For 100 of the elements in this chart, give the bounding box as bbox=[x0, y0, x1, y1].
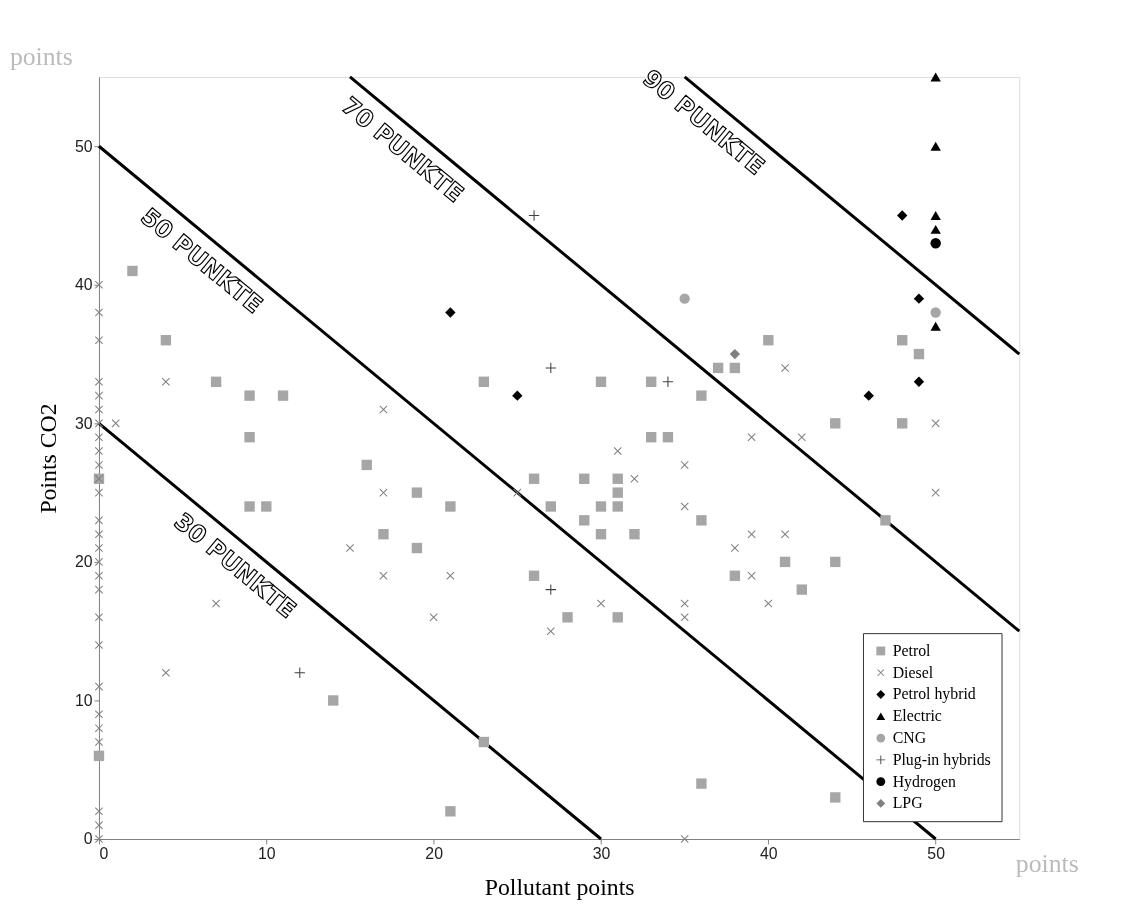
point bbox=[595, 501, 607, 512]
point bbox=[361, 459, 372, 471]
point bbox=[445, 806, 456, 817]
legend-label: Diesel bbox=[892, 663, 934, 681]
point bbox=[930, 307, 941, 318]
point bbox=[244, 390, 255, 401]
point bbox=[528, 570, 540, 581]
point bbox=[630, 474, 639, 483]
point bbox=[94, 336, 103, 345]
point bbox=[897, 210, 908, 221]
y-tick-label: 30 bbox=[74, 414, 93, 432]
point bbox=[729, 362, 741, 374]
point bbox=[747, 433, 756, 442]
point bbox=[680, 460, 689, 469]
text: points bbox=[9, 42, 73, 72]
x-axis-title: Pollutant points bbox=[484, 873, 635, 900]
point bbox=[680, 834, 689, 844]
point bbox=[445, 307, 456, 318]
x-tick-label: 20 bbox=[425, 845, 444, 863]
point bbox=[612, 487, 623, 498]
legend-label: Petrol hybrid bbox=[892, 685, 976, 704]
point bbox=[94, 308, 103, 317]
point bbox=[897, 335, 908, 346]
y-axis-title: Points CO2 bbox=[35, 403, 62, 514]
point bbox=[328, 695, 339, 706]
point bbox=[545, 362, 556, 374]
point bbox=[913, 348, 925, 360]
point bbox=[546, 627, 555, 636]
point bbox=[545, 501, 556, 512]
legend-label: Hydrogen bbox=[892, 772, 957, 791]
point bbox=[528, 473, 540, 484]
point bbox=[512, 390, 523, 401]
point bbox=[261, 501, 272, 512]
point bbox=[294, 667, 305, 678]
point bbox=[595, 376, 607, 387]
point bbox=[244, 432, 255, 443]
point bbox=[111, 419, 120, 428]
point bbox=[127, 265, 138, 277]
point bbox=[913, 376, 925, 387]
point bbox=[729, 570, 741, 581]
point bbox=[446, 571, 455, 580]
point bbox=[160, 335, 172, 346]
point bbox=[94, 419, 103, 428]
x-tick-label: 30 bbox=[592, 845, 611, 863]
point bbox=[513, 488, 522, 497]
point bbox=[796, 584, 807, 595]
point bbox=[913, 293, 925, 304]
point bbox=[880, 515, 891, 526]
point bbox=[528, 210, 540, 221]
point bbox=[930, 321, 941, 331]
point bbox=[930, 211, 941, 221]
y-tick-label: 50 bbox=[74, 137, 93, 155]
point bbox=[545, 584, 556, 595]
point bbox=[210, 376, 222, 387]
point bbox=[161, 668, 170, 677]
legend-label: CNG bbox=[892, 729, 927, 747]
point bbox=[93, 750, 105, 762]
point bbox=[931, 488, 940, 497]
point bbox=[747, 530, 756, 539]
point bbox=[478, 376, 490, 387]
point bbox=[478, 736, 490, 748]
point bbox=[763, 335, 774, 346]
point bbox=[797, 433, 806, 442]
point bbox=[696, 778, 707, 789]
point bbox=[931, 419, 940, 428]
point bbox=[596, 599, 606, 608]
x-tick-label: 40 bbox=[760, 845, 778, 863]
point bbox=[662, 432, 674, 443]
point bbox=[94, 405, 103, 414]
point bbox=[94, 585, 103, 594]
y-tick-label: 40 bbox=[74, 276, 93, 294]
legend-label: Petrol bbox=[892, 641, 932, 659]
point bbox=[863, 390, 874, 401]
point bbox=[429, 613, 438, 622]
point bbox=[897, 418, 908, 429]
point bbox=[662, 376, 674, 387]
point bbox=[94, 682, 103, 691]
point bbox=[646, 376, 657, 387]
point bbox=[830, 556, 841, 568]
point bbox=[779, 556, 791, 568]
point bbox=[411, 487, 423, 498]
x-tick-label: 50 bbox=[927, 845, 946, 863]
point bbox=[680, 613, 689, 622]
legend-label: Electric bbox=[892, 707, 942, 725]
point bbox=[244, 501, 255, 512]
point bbox=[747, 571, 756, 580]
point bbox=[612, 612, 623, 623]
point bbox=[277, 390, 289, 401]
point bbox=[562, 612, 573, 623]
point bbox=[445, 501, 456, 512]
point bbox=[94, 488, 103, 497]
point bbox=[612, 473, 623, 484]
point bbox=[94, 391, 103, 400]
point bbox=[579, 473, 590, 484]
point bbox=[411, 542, 423, 554]
x-tick-label: 10 bbox=[258, 845, 276, 863]
text: points bbox=[1015, 848, 1079, 878]
point bbox=[612, 501, 623, 512]
point bbox=[646, 432, 657, 443]
point bbox=[629, 529, 640, 540]
